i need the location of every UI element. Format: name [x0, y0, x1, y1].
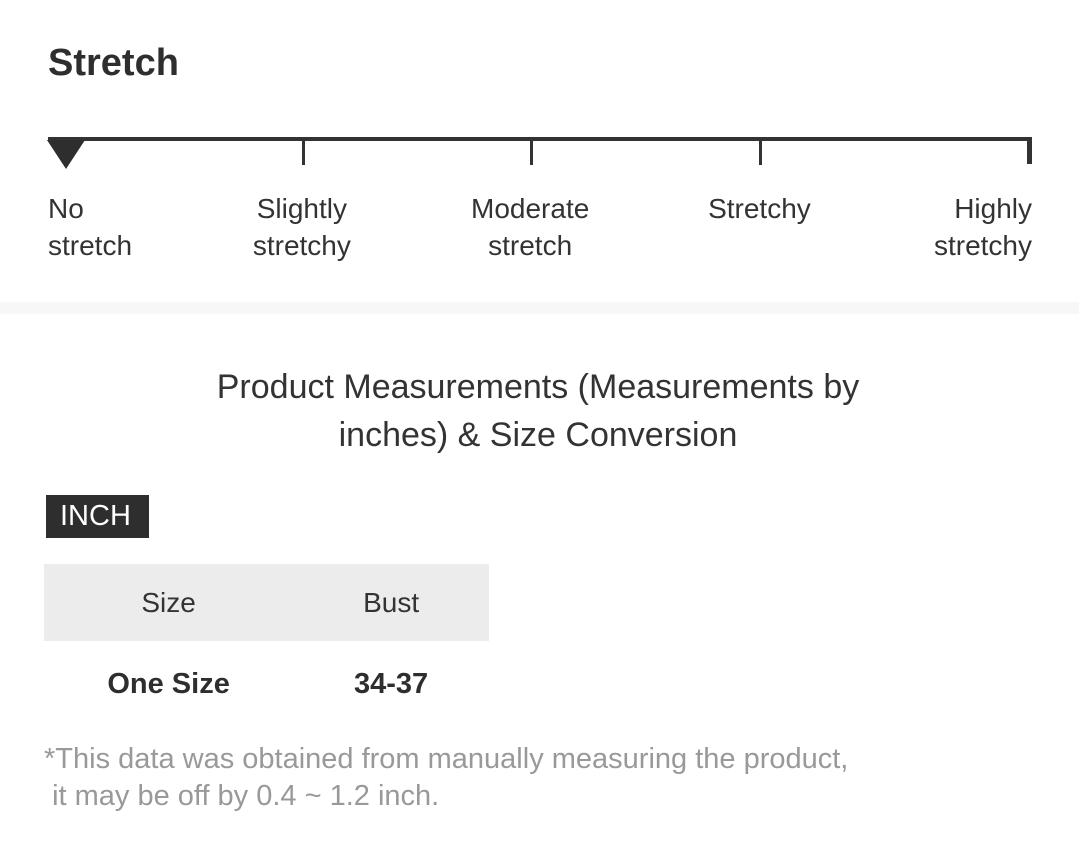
size-table-header-size: Size	[44, 564, 294, 641]
stretch-label-no-stretch: No stretch	[48, 193, 133, 261]
stretch-scale-tick	[759, 137, 763, 165]
measurement-disclaimer: *This data was obtained from manually me…	[44, 743, 849, 812]
size-table-row: One Size 34-37	[44, 641, 489, 727]
stretch-section: Stretch No stretch Slightly stretchy Mod…	[0, 0, 1079, 264]
size-table-cell-bust: 34-37	[293, 641, 489, 727]
size-table-header-bust: Bust	[293, 564, 489, 641]
stretch-label-moderate-stretch: Moderate stretch	[471, 193, 590, 261]
stretch-scale-labels: No stretch Slightly stretchy Moderate st…	[48, 190, 1032, 264]
stretch-label-stretchy: Stretchy	[708, 193, 811, 224]
measurements-title: Product Measurements (Measurements by in…	[216, 368, 860, 454]
stretch-scale-tick	[301, 137, 305, 165]
section-divider	[0, 302, 1079, 314]
stretch-label-slightly-stretchy: Slightly stretchy	[252, 193, 351, 261]
stretch-scale-end-tick	[1027, 137, 1032, 164]
stretch-section-title: Stretch	[48, 42, 179, 84]
measurements-section: Product Measurements (Measurements by in…	[0, 363, 1079, 815]
stretch-scale: No stretch Slightly stretchy Moderate st…	[47, 137, 1032, 264]
stretch-label-highly-stretchy: Highly stretchy	[933, 193, 1032, 261]
stretch-indicator-triangle-icon	[47, 140, 85, 169]
size-table-header-row: Size Bust	[44, 564, 489, 641]
size-table-cell-size: One Size	[44, 641, 294, 727]
unit-inch-badge[interactable]: INCH	[46, 495, 149, 538]
stretch-scale-tick	[530, 137, 534, 165]
stretch-scale-line	[48, 137, 1032, 141]
size-table: Size Bust One Size 34-37	[44, 564, 489, 727]
